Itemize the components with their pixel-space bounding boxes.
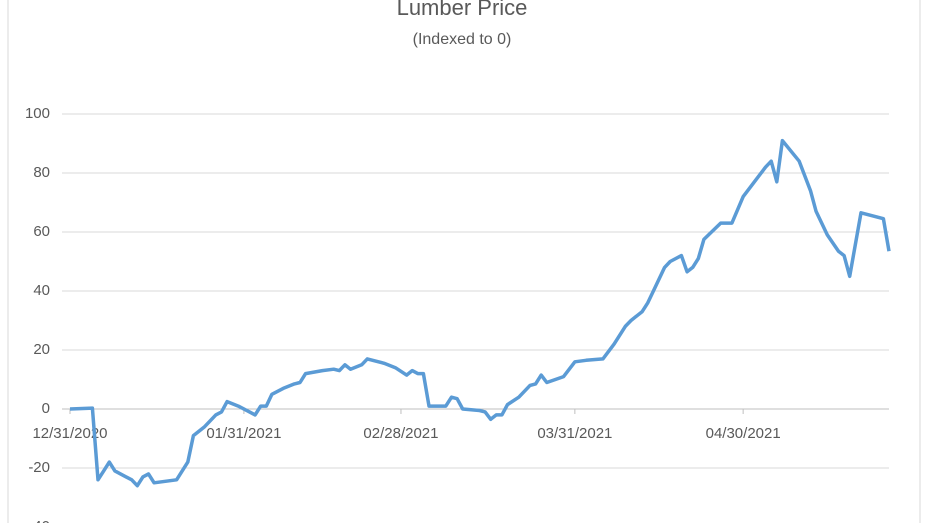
chart-title: Lumber Price xyxy=(397,0,528,20)
y-tick-label: 100 xyxy=(25,105,50,122)
x-tick-label: 12/31/2020 xyxy=(32,425,107,442)
chart-subtitle: (Indexed to 0) xyxy=(413,31,512,48)
chart-frame xyxy=(7,0,921,523)
x-tick-label: 03/31/2021 xyxy=(537,425,612,442)
x-tick-label: 04/30/2021 xyxy=(706,425,781,442)
y-tick-label: 20 xyxy=(33,341,50,358)
y-tick-label: 40 xyxy=(33,282,50,299)
y-tick-label: -40 xyxy=(28,518,50,523)
x-tick-label: 01/31/2021 xyxy=(206,425,281,442)
y-tick-label: -20 xyxy=(28,459,50,476)
y-tick-label: 60 xyxy=(33,223,50,240)
data-line xyxy=(69,138,891,488)
y-tick-label: 0 xyxy=(42,400,50,417)
y-tick-label: 80 xyxy=(33,164,50,181)
x-tick-label: 02/28/2021 xyxy=(363,425,438,442)
